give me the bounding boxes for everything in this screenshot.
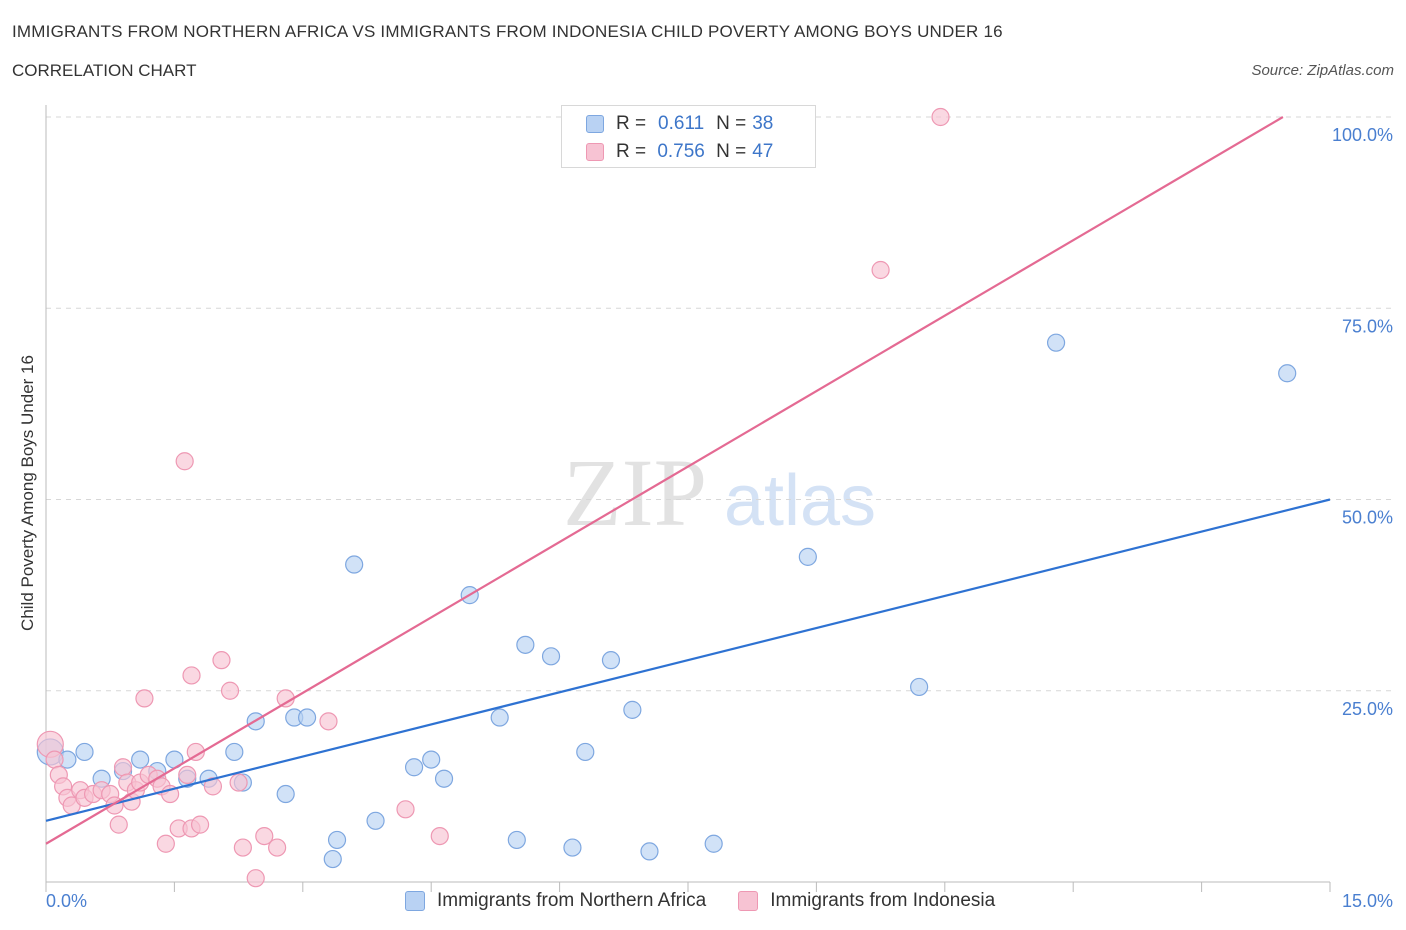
point-indonesia	[871, 260, 890, 280]
point-northern-africa	[297, 708, 317, 727]
chart-title: IMMIGRANTS FROM NORTHERN AFRICA VS IMMIG…	[12, 22, 1003, 41]
legend-r-value: 0.756	[657, 141, 705, 162]
point-indonesia	[430, 826, 449, 846]
point-indonesia	[182, 666, 201, 685]
legend-swatch-pink	[586, 143, 604, 161]
correlation-legend: R = 0.611 N = 38 R = 0.756 N = 47	[561, 105, 816, 168]
point-northern-africa	[563, 838, 582, 857]
point-northern-africa	[704, 834, 723, 853]
watermark: ZIP atlas	[563, 439, 876, 546]
legend-row-indonesia: R = 0.756 N = 47	[586, 141, 773, 163]
point-northern-africa	[798, 547, 817, 566]
point-indonesia	[212, 651, 231, 670]
y-tick-label: 50.0%	[1342, 508, 1393, 528]
point-northern-africa	[225, 742, 244, 762]
point-northern-africa	[404, 758, 424, 777]
series-legend-label: Immigrants from Indonesia	[770, 890, 996, 911]
point-indonesia	[268, 838, 287, 857]
point-northern-africa	[507, 830, 526, 850]
point-northern-africa	[434, 769, 454, 788]
legend-n-value: 38	[752, 113, 774, 134]
grid	[46, 116, 1395, 692]
source-credit: Source: ZipAtlas.com	[1251, 62, 1394, 79]
point-indonesia	[233, 838, 252, 857]
point-northern-africa	[910, 677, 929, 697]
trend-line-northern-africa	[45, 498, 1331, 822]
point-northern-africa	[327, 830, 347, 850]
point-indonesia	[246, 869, 265, 888]
point-northern-africa	[1278, 364, 1297, 383]
y-tick-label: 100.0%	[1332, 125, 1393, 145]
point-northern-africa	[541, 647, 561, 666]
point-northern-africa	[576, 742, 595, 762]
trend-lines	[45, 116, 1331, 845]
point-northern-africa	[601, 651, 621, 670]
point-indonesia	[319, 712, 338, 731]
point-northern-africa	[366, 811, 385, 830]
legend-r-value: 0.611	[658, 113, 705, 134]
legend-n-label: N =	[716, 141, 747, 162]
legend-n-label: N =	[716, 113, 747, 134]
trend-line-indonesia	[45, 116, 1284, 845]
series-legend-label: Immigrants from Northern Africa	[437, 890, 707, 911]
point-indonesia	[135, 689, 154, 708]
point-indonesia	[220, 681, 240, 700]
point-indonesia	[156, 834, 175, 853]
point-northern-africa	[75, 742, 94, 762]
legend-row-northern-africa: R = 0.611 N = 38	[586, 113, 773, 135]
legend-swatch-blue	[586, 115, 604, 133]
x-tick-label: 0.0%	[46, 891, 87, 911]
point-indonesia	[45, 750, 64, 769]
x-tick-label: 15.0%	[1342, 891, 1393, 911]
point-northern-africa	[131, 750, 150, 769]
point-indonesia	[109, 815, 128, 834]
legend-r-label: R =	[616, 141, 647, 162]
point-northern-africa	[1046, 333, 1066, 352]
tick-labels: 25.0% 50.0% 75.0% 100.0% 0.0% 15.0%	[46, 125, 1393, 911]
y-tick-label: 75.0%	[1342, 316, 1393, 336]
y-tick-label: 25.0%	[1342, 699, 1393, 719]
series-swatch-blue	[405, 891, 425, 911]
point-indonesia	[190, 815, 210, 834]
point-northern-africa	[516, 635, 535, 654]
point-indonesia	[178, 765, 197, 785]
point-indonesia	[203, 777, 223, 796]
watermark-atlas: atlas	[724, 461, 876, 541]
point-indonesia	[229, 773, 248, 792]
point-northern-africa	[323, 849, 342, 869]
point-northern-africa	[345, 555, 364, 574]
point-northern-africa	[640, 842, 659, 861]
watermark-zip: ZIP	[563, 439, 707, 546]
series-legend-item-indonesia: Immigrants from Indonesia	[738, 890, 995, 912]
legend-n-value: 47	[752, 141, 774, 162]
point-northern-africa	[490, 708, 509, 727]
point-indonesia	[931, 107, 950, 127]
point-northern-africa	[623, 700, 642, 719]
chart-subtitle: CORRELATION CHART	[12, 61, 197, 80]
point-indonesia	[396, 800, 415, 819]
point-indonesia	[175, 452, 194, 471]
point-indonesia	[255, 826, 274, 846]
point-northern-africa	[276, 784, 295, 804]
series-swatch-pink	[738, 891, 759, 911]
point-northern-africa	[422, 750, 441, 769]
point-indonesia	[113, 758, 133, 777]
series-legend: Immigrants from Northern Africa Immigran…	[405, 890, 1027, 912]
legend-r-label: R =	[616, 113, 647, 134]
series-legend-item-northern-africa: Immigrants from Northern Africa	[405, 890, 706, 912]
